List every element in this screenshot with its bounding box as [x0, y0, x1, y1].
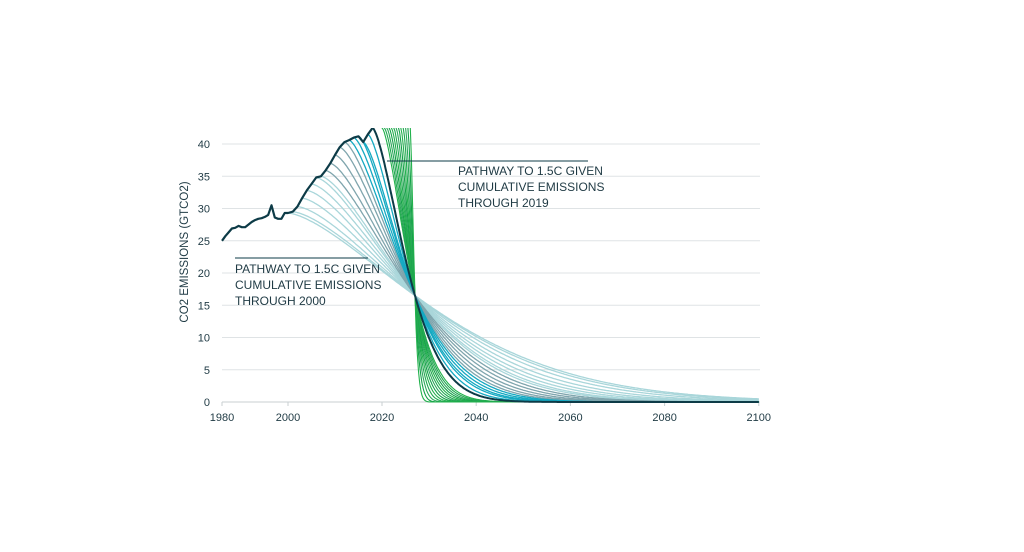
x-tick-2020: 2020: [370, 412, 394, 424]
y-tick-labels: 0 5 10 15 20 25 30 35 40: [198, 139, 210, 409]
pathway-2003: [302, 197, 759, 402]
pathway-future-2022.5: [393, 128, 759, 403]
y-tick-40: 40: [198, 139, 210, 151]
pathway-2019-highlight: [371, 128, 759, 403]
annotation-2000-line1: PATHWAY TO 1.5C GIVEN: [235, 262, 380, 276]
y-tick-20: 20: [198, 268, 210, 280]
x-tick-2060: 2060: [558, 412, 582, 424]
annotation-2019-line2: CUMULATIVE EMISSIONS: [458, 180, 604, 194]
pathway-2000: [287, 212, 759, 400]
x-tick-labels: 1980 2000 2020 2040 2060 2080 2100: [210, 412, 771, 424]
gridlines: [221, 143, 760, 406]
annotation-2000: PATHWAY TO 1.5C GIVEN CUMULATIVE EMISSIO…: [235, 262, 385, 308]
pathway-future-2025.5: [407, 128, 759, 403]
pathway-future-2024: [400, 128, 759, 403]
x-tick-2100: 2100: [747, 412, 771, 424]
pathway-future-2023: [395, 128, 759, 403]
annotation-2019: PATHWAY TO 1.5C GIVEN CUMULATIVE EMISSIO…: [458, 164, 608, 210]
y-axis-label: CO2 EMISSIONS (GTCO2): [179, 181, 191, 322]
pathway-future-2021: [386, 128, 759, 403]
y-tick-5: 5: [204, 365, 210, 377]
y-tick-0: 0: [204, 397, 210, 409]
annotation-2000-line2: CUMULATIVE EMISSIONS: [235, 278, 381, 292]
y-tick-10: 10: [198, 333, 210, 345]
annotation-2000-line3: THROUGH 2000: [235, 294, 326, 308]
pathway-lines: [221, 128, 759, 403]
annotation-2019-line3: THROUGH 2019: [458, 196, 549, 210]
annotation-2019-line1: PATHWAY TO 1.5C GIVEN: [458, 164, 603, 178]
pathway-future-2024.5: [402, 128, 759, 403]
y-tick-15: 15: [198, 300, 210, 312]
y-tick-35: 35: [198, 171, 210, 183]
y-tick-30: 30: [198, 204, 210, 216]
pathway-2001: [292, 211, 759, 401]
pathway-2004: [306, 189, 759, 403]
x-tick-1980: 1980: [210, 412, 234, 424]
historical-emissions-line: [221, 128, 374, 242]
x-tick-2000: 2000: [276, 412, 300, 424]
y-tick-25: 25: [198, 236, 210, 248]
x-tick-2040: 2040: [464, 412, 488, 424]
pathway-2002: [297, 205, 759, 401]
x-tick-2080: 2080: [652, 412, 676, 424]
